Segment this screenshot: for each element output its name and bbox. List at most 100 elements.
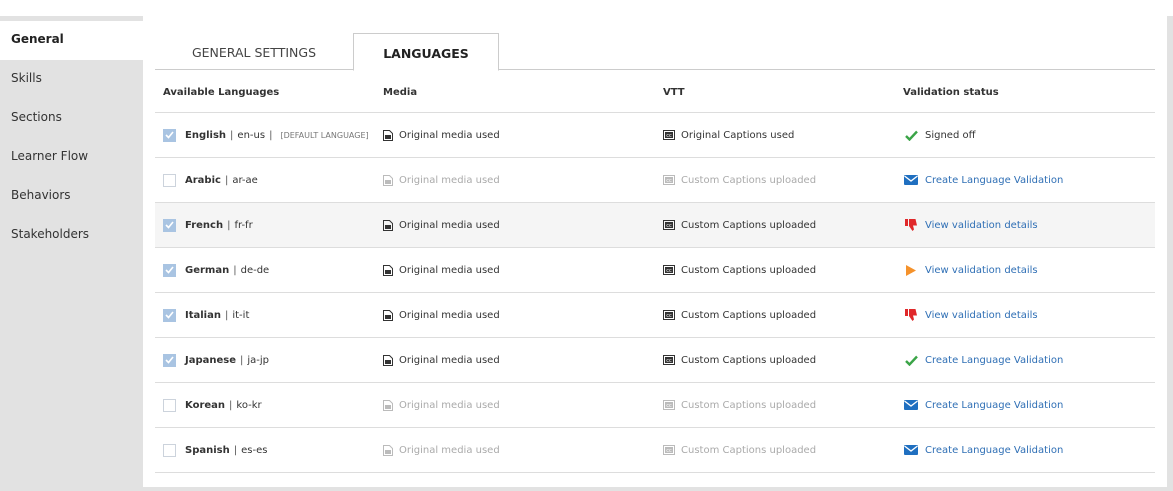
sidebar-item-sections[interactable]: Sections: [11, 110, 62, 124]
validation-link[interactable]: View validation details: [925, 309, 1038, 321]
envelope-icon: [903, 400, 919, 410]
media-file-icon: [383, 444, 393, 456]
header-vtt: VTT: [663, 87, 685, 98]
language-checkbox[interactable]: [163, 308, 176, 322]
header-available-languages: Available Languages: [163, 87, 280, 98]
table-row: French | fr-fr Original media used cc Cu…: [155, 203, 1155, 248]
main-panel: GENERAL SETTINGS LANGUAGES Available Lan…: [143, 16, 1167, 487]
svg-text:cc: cc: [666, 313, 672, 319]
play-icon: [903, 264, 919, 276]
svg-text:cc: cc: [666, 223, 672, 229]
app: General Skills Sections Learner Flow Behavio…: [0, 16, 1173, 491]
separator: |: [233, 264, 237, 276]
language-code: ko-kr: [236, 399, 262, 411]
media-file-icon: [383, 309, 393, 321]
vtt-cell: cc Custom Captions uploaded: [663, 248, 816, 292]
svg-text:cc: cc: [666, 178, 672, 184]
separator: |: [240, 354, 244, 366]
language-checkbox[interactable]: [163, 353, 176, 367]
default-language-tag: [DEFAULT LANGUAGE]: [280, 130, 369, 140]
media-file-icon: [383, 264, 393, 276]
envelope-icon: [903, 445, 919, 455]
media-file-icon: [383, 399, 393, 411]
language-cell: French | fr-fr: [163, 203, 253, 247]
language-code: de-de: [240, 264, 270, 276]
validation-link[interactable]: View validation details: [925, 219, 1038, 231]
language-checkbox[interactable]: [163, 398, 176, 412]
svg-text:cc: cc: [666, 358, 672, 364]
language-checkbox[interactable]: [163, 173, 176, 187]
media-cell: Original media used: [383, 248, 500, 292]
separator: |: [233, 444, 238, 456]
svg-text:cc: cc: [666, 268, 672, 274]
validation-cell: Create Language Validation: [903, 428, 1063, 472]
validation-link[interactable]: View validation details: [925, 264, 1038, 276]
media-cell: Original media used: [383, 203, 500, 247]
svg-text:cc: cc: [666, 448, 672, 454]
vtt-status: Original Captions used: [681, 129, 795, 141]
language-code: es-es: [241, 444, 268, 456]
language-name: German: [185, 264, 230, 276]
validation-link[interactable]: Create Language Validation: [925, 174, 1064, 186]
validation-cell: View validation details: [903, 203, 1038, 247]
language-cell: Korean | ko-kr: [163, 383, 262, 427]
language-checkbox[interactable]: [163, 218, 176, 232]
svg-text:cc: cc: [666, 403, 672, 409]
check-icon: [903, 355, 919, 366]
language-code: ja-jp: [247, 354, 270, 366]
language-code: fr-fr: [234, 219, 253, 231]
sidebar-item-learner-flow[interactable]: Learner Flow: [11, 149, 89, 163]
separator: |: [227, 219, 231, 231]
closed-captions-icon: cc: [663, 130, 675, 140]
media-file-icon: [383, 354, 393, 366]
vtt-cell: cc Original Captions used: [663, 113, 794, 157]
media-status: Original media used: [399, 399, 500, 411]
media-status: Original media used: [399, 219, 500, 231]
svg-text:cc: cc: [666, 133, 672, 139]
closed-captions-icon: cc: [663, 220, 675, 230]
language-cell: Italian | it-it: [163, 293, 249, 337]
language-name: Korean: [185, 399, 226, 411]
closed-captions-icon: cc: [663, 400, 675, 410]
validation-link[interactable]: Create Language Validation: [925, 399, 1064, 411]
thumbs-down-icon: [903, 309, 919, 321]
language-checkbox[interactable]: [163, 263, 176, 277]
table-row: English | en-us | [DEFAULT LANGUAGE] Orig…: [155, 113, 1155, 158]
validation-link[interactable]: Create Language Validation: [925, 444, 1064, 456]
closed-captions-icon: cc: [663, 445, 675, 455]
language-code: en-us: [237, 129, 266, 141]
language-name: Italian: [185, 309, 221, 321]
vtt-cell: cc Custom Captions uploaded: [663, 293, 816, 337]
separator: |: [230, 129, 234, 141]
vtt-cell: cc Custom Captions uploaded: [663, 338, 816, 382]
language-checkbox[interactable]: [163, 128, 176, 142]
sidebar: General Skills Sections Learner Flow Behavio…: [0, 16, 143, 491]
table-row: Japanese | ja-jp Original media used cc …: [155, 338, 1155, 383]
vtt-status: Custom Captions uploaded: [681, 399, 817, 411]
language-name: Spanish: [185, 444, 230, 456]
media-status: Original media used: [399, 174, 500, 186]
media-cell: Original media used: [383, 293, 500, 337]
validation-cell: Create Language Validation: [903, 338, 1063, 382]
tab-general-settings[interactable]: GENERAL SETTINGS: [191, 45, 317, 60]
media-status: Original media used: [399, 309, 500, 321]
language-checkbox[interactable]: [163, 443, 176, 457]
table-row: Italian | it-it Original media used cc C…: [155, 293, 1155, 338]
sidebar-item-stakeholders[interactable]: Stakeholders: [11, 227, 90, 241]
vtt-cell: cc Custom Captions uploaded: [663, 428, 816, 472]
validation-link[interactable]: Create Language Validation: [925, 354, 1064, 366]
vtt-cell: cc Custom Captions uploaded: [663, 383, 816, 427]
media-cell: Original media used: [383, 428, 500, 472]
media-file-icon: [383, 174, 393, 186]
sidebar-item-general[interactable]: General: [0, 21, 143, 60]
language-name: Arabic: [185, 174, 221, 186]
closed-captions-icon: cc: [663, 265, 675, 275]
sidebar-item-skills[interactable]: Skills: [11, 71, 42, 85]
validation-cell: Create Language Validation: [903, 158, 1063, 202]
media-file-icon: [383, 129, 393, 141]
vtt-cell: cc Custom Captions uploaded: [663, 158, 816, 202]
header-validation-status: Validation status: [903, 87, 999, 98]
language-cell: German | de-de: [163, 248, 269, 292]
tab-languages[interactable]: LANGUAGES: [353, 33, 499, 71]
sidebar-item-behaviors[interactable]: Behaviors: [11, 188, 71, 202]
